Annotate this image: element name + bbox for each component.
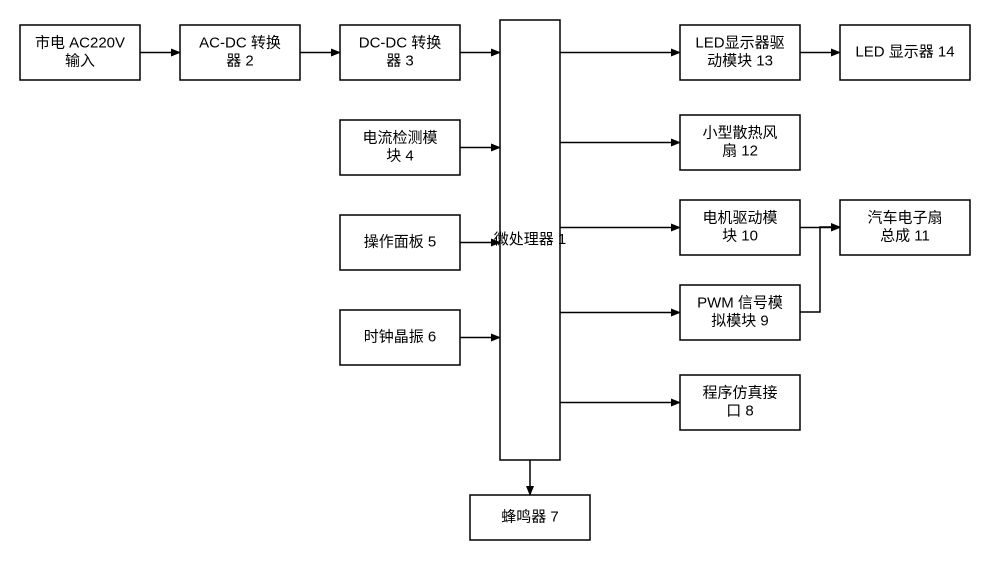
node-simport: 程序仿真接口 8 (680, 375, 800, 430)
node-mcu-label-0: 微处理器 1 (494, 231, 567, 248)
node-acdc-label-1: 器 2 (226, 52, 254, 69)
node-motordrv-label-1: 块 10 (722, 227, 758, 244)
node-led-label-0: LED 显示器 14 (855, 43, 954, 60)
node-leddrv: LED显示器驱动模块 13 (680, 25, 800, 80)
node-buzzer: 蜂鸣器 7 (470, 495, 590, 540)
node-dcdc-label-0: DC-DC 转换 (359, 34, 442, 51)
node-curr-label-1: 块 4 (386, 147, 414, 164)
node-carfan-label-0: 汽车电子扇 (867, 209, 942, 226)
node-mains: 市电 AC220V输入 (20, 25, 140, 80)
node-curr-label-0: 电流检测模 (362, 129, 437, 146)
node-carfan: 汽车电子扇总成 11 (840, 200, 970, 255)
node-dcdc-label-1: 器 3 (386, 52, 414, 69)
node-simport-label-0: 程序仿真接 (702, 383, 777, 401)
node-leddrv-label-1: 动模块 13 (707, 52, 773, 69)
node-clock-label-0: 时钟晶振 6 (364, 328, 437, 345)
node-acdc-label-0: AC-DC 转换 (199, 34, 281, 51)
node-mains-label-0: 市电 AC220V (35, 34, 125, 51)
block-diagram: 市电 AC220V输入 AC-DC 转换器 2 DC-DC 转换器 3 微处理器 1 电… (0, 0, 1000, 567)
node-smallfan-label-0: 小型散热风 (702, 124, 777, 141)
node-motordrv-label-0: 电机驱动模 (702, 209, 777, 226)
node-led: LED 显示器 14 (840, 25, 970, 80)
node-pwm: PWM 信号模拟模块 9 (680, 285, 800, 340)
node-curr: 电流检测模块 4 (340, 120, 460, 175)
node-clock: 时钟晶振 6 (340, 310, 460, 365)
node-panel: 操作面板 5 (340, 215, 460, 270)
node-carfan-label-1: 总成 11 (880, 227, 930, 244)
node-mcu: 微处理器 1 (494, 20, 567, 460)
node-dcdc: DC-DC 转换器 3 (340, 25, 460, 80)
node-pwm-label-0: PWM 信号模 (697, 294, 783, 311)
node-pwm-label-1: 拟模块 9 (711, 312, 769, 329)
node-smallfan: 小型散热风扇 12 (680, 115, 800, 170)
node-acdc: AC-DC 转换器 2 (180, 25, 300, 80)
node-mains-label-1: 输入 (65, 52, 95, 69)
node-motordrv: 电机驱动模块 10 (680, 200, 800, 255)
nodes-layer: 市电 AC220V输入 AC-DC 转换器 2 DC-DC 转换器 3 微处理器 1 电… (20, 20, 970, 540)
node-buzzer-label-0: 蜂鸣器 7 (501, 508, 559, 525)
node-panel-label-0: 操作面板 5 (364, 232, 437, 250)
edge-extra (800, 227, 840, 312)
node-simport-label-1: 口 8 (726, 402, 754, 419)
node-smallfan-label-1: 扇 12 (722, 142, 758, 159)
node-leddrv-label-0: LED显示器驱 (695, 34, 784, 51)
